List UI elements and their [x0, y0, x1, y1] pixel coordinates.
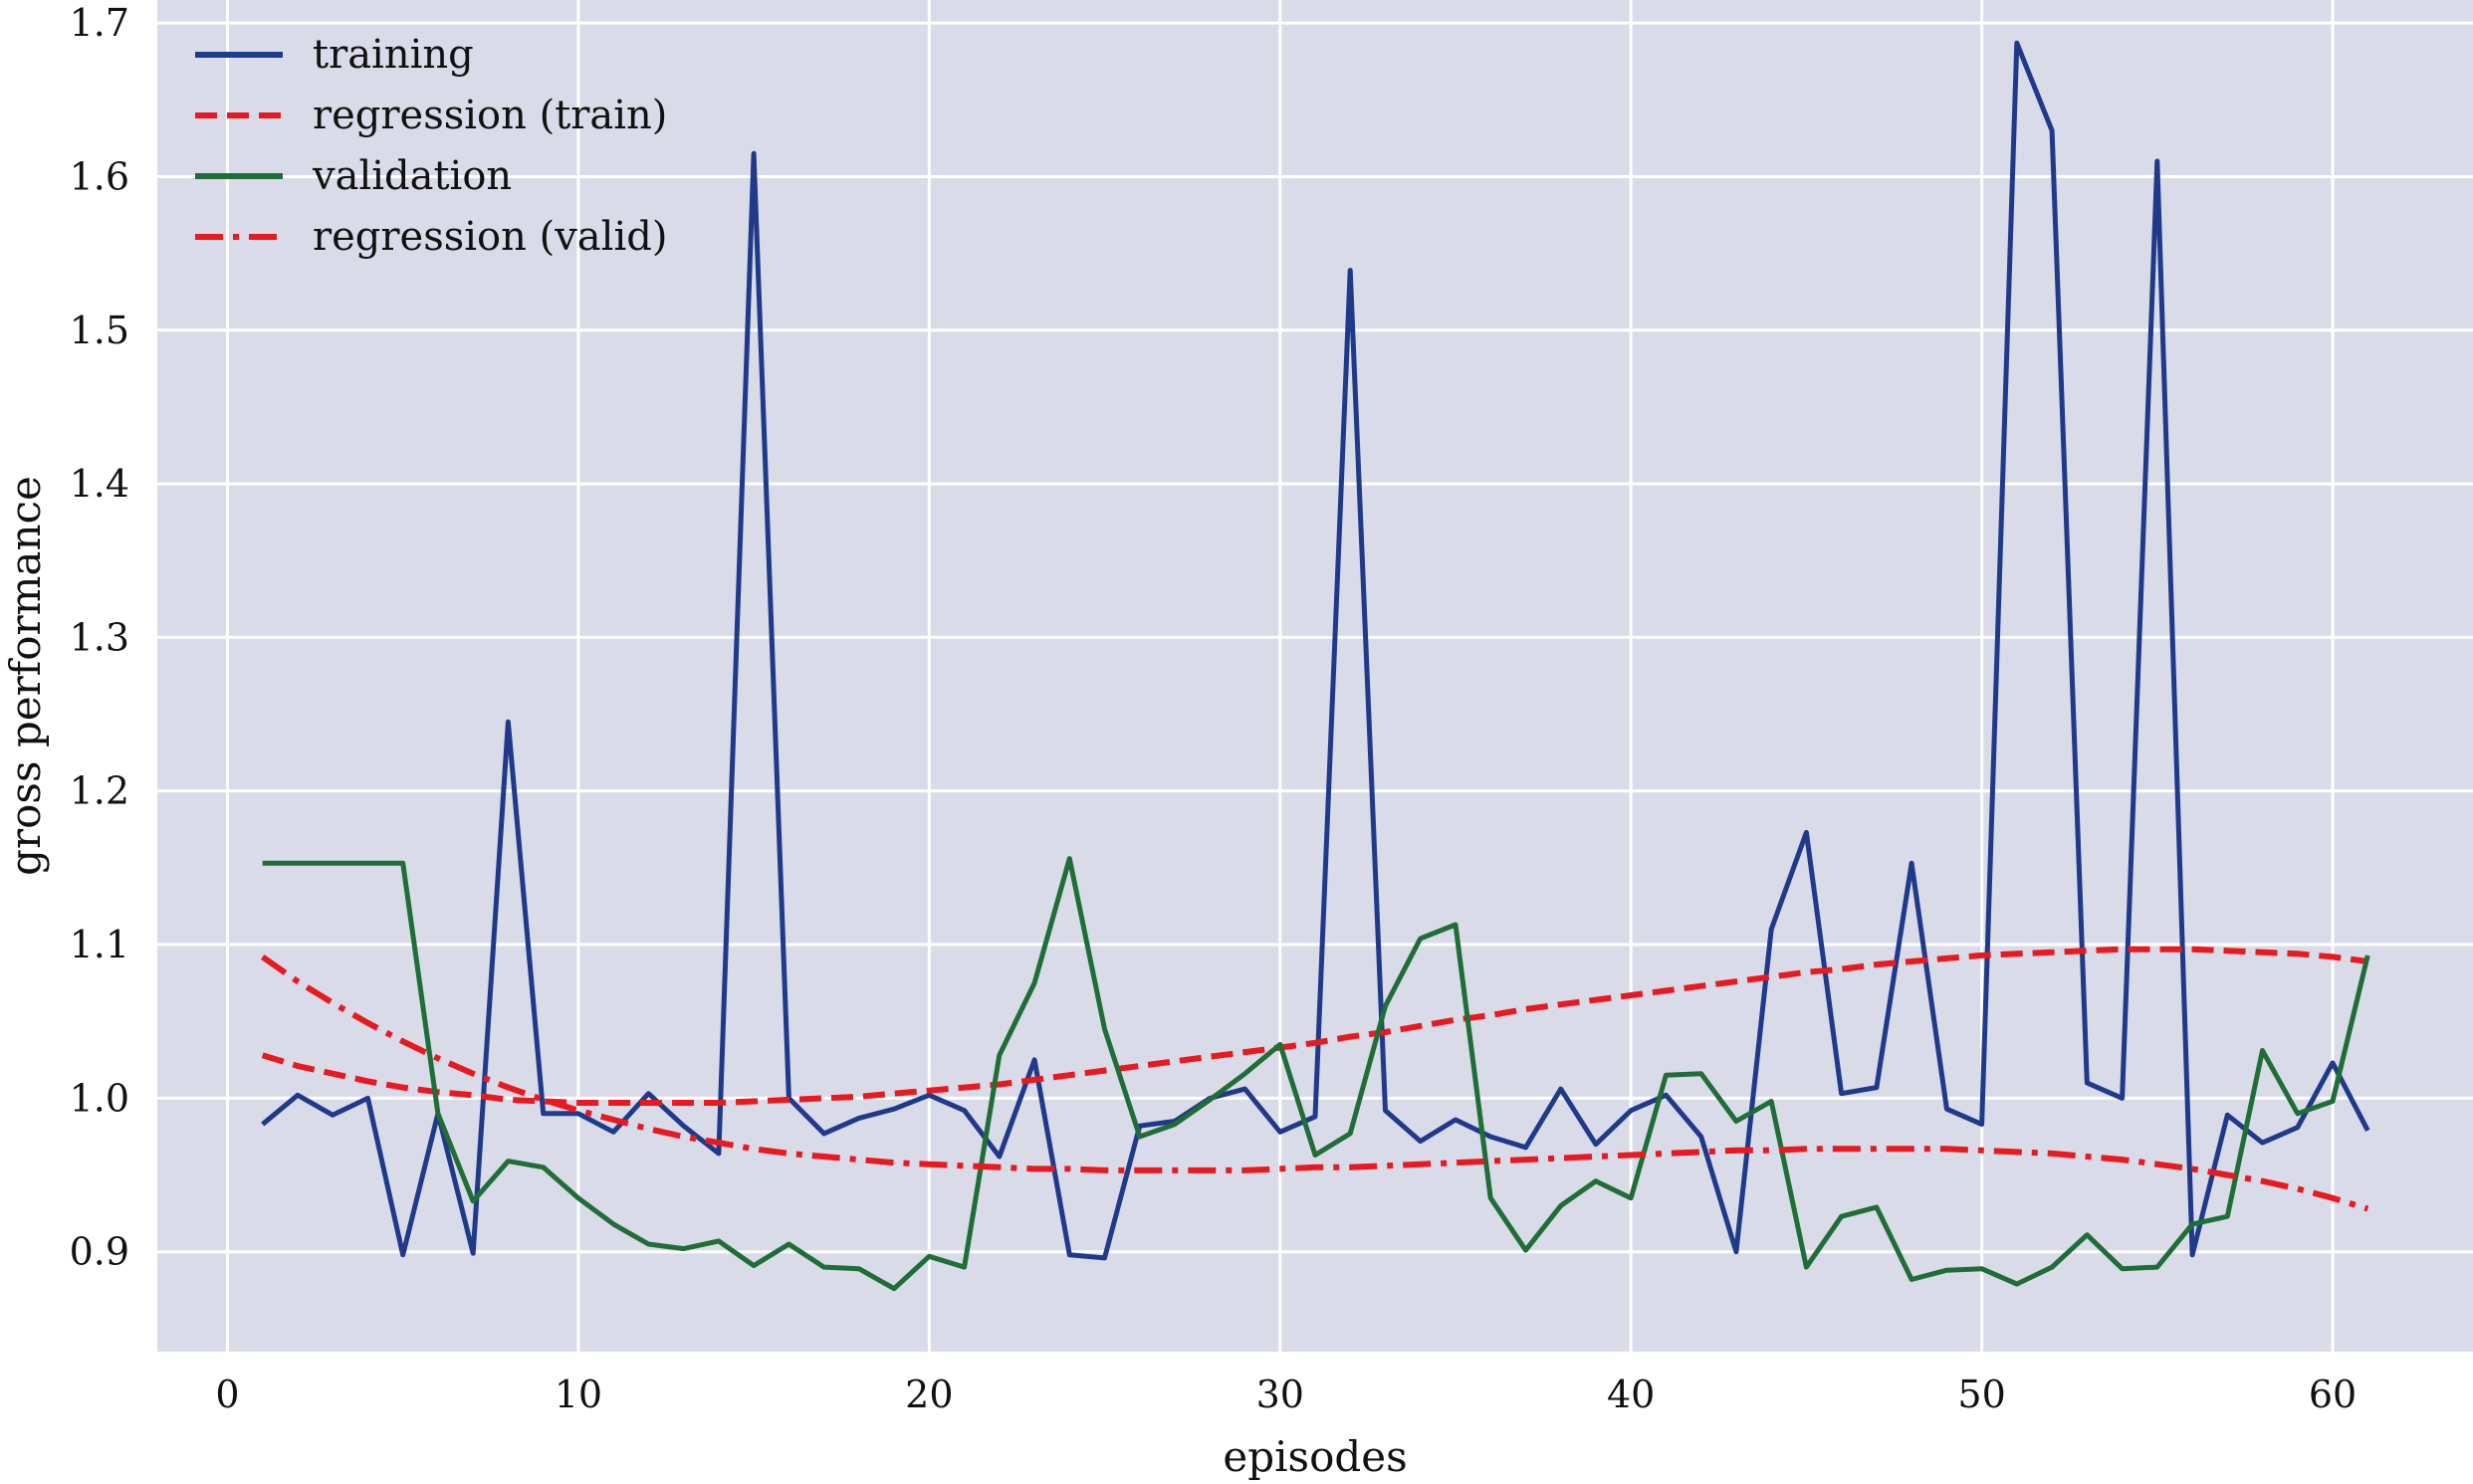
series-line-3	[260, 954, 2369, 1212]
legend-label-1: regression (train)	[313, 93, 667, 138]
x-ticks: 0 10 20 30 40 50 60	[215, 1373, 2357, 1416]
y-ticks: 0.9 1.0 1.1 1.2 1.3 1.4 1.5 1.6 1.7	[70, 1, 129, 1274]
x-tick-label: 50	[1957, 1373, 2005, 1416]
series-line-2	[262, 856, 2370, 1292]
series-group	[260, 40, 2370, 1292]
y-tick-label: 1.7	[70, 1, 129, 45]
x-tick-label: 20	[905, 1373, 953, 1416]
legend: training regression (train) validation regr…	[195, 32, 667, 260]
legend-label-0: training	[313, 32, 474, 78]
y-tick-label: 1.3	[70, 615, 129, 659]
x-axis-label: episodes	[1223, 1432, 1407, 1481]
y-tick-label: 0.9	[70, 1230, 129, 1274]
legend-label-2: validation	[312, 153, 512, 199]
y-tick-label: 1.2	[70, 769, 129, 813]
x-tick-label: 40	[1607, 1373, 1655, 1416]
x-tick-label: 10	[555, 1373, 602, 1416]
x-tick-label: 0	[215, 1373, 239, 1416]
y-tick-label: 1.5	[70, 309, 129, 352]
y-tick-label: 1.4	[70, 462, 129, 506]
series-line-0	[261, 40, 2370, 1261]
series-line-1	[261, 946, 2368, 1106]
x-tick-label: 60	[2309, 1373, 2357, 1416]
y-tick-label: 1.6	[70, 154, 129, 198]
y-axis-label: gross performance	[1, 476, 50, 876]
y-tick-label: 1.1	[70, 923, 129, 966]
y-tick-label: 1.0	[70, 1076, 129, 1120]
x-tick-label: 30	[1256, 1373, 1304, 1416]
legend-label-3: regression (valid)	[313, 214, 667, 260]
plot-area	[157, 0, 2473, 1352]
